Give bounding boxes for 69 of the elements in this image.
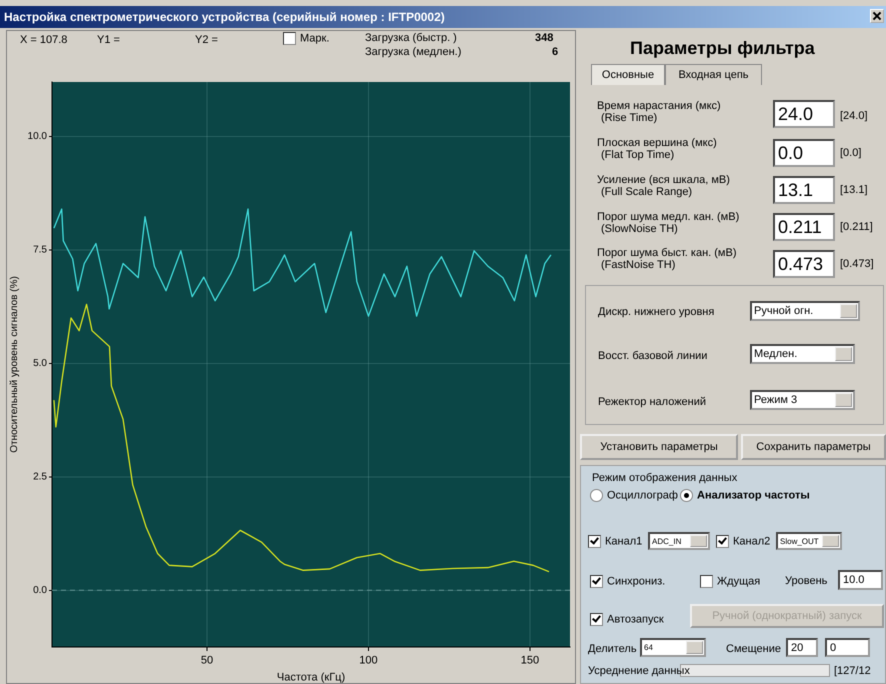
text: X = 107.8	[20, 34, 68, 46]
button: Сохранить параметры	[741, 434, 886, 460]
text: Синхрониз.	[606, 575, 666, 588]
text: (Flat Top Time)	[601, 149, 674, 161]
text: Анализатор частоты	[696, 489, 810, 502]
text-field: 0.211	[773, 213, 835, 241]
text-field: 20	[786, 638, 818, 657]
dropdown: ADC_IN	[648, 532, 710, 550]
text: Загрузка (быстр. )	[365, 32, 457, 44]
text: [13.1]	[840, 184, 868, 196]
y-tick-label: 0.0	[33, 585, 48, 596]
text-field: 0.0	[773, 139, 835, 167]
text: Режектор наложений	[598, 396, 706, 408]
text: Параметры фильтра	[630, 38, 815, 59]
text: Y2 =	[195, 34, 218, 46]
text: (Rise Time)	[601, 112, 658, 124]
text: Усреднение данных	[588, 665, 690, 677]
x-tick-label: 50	[200, 654, 214, 667]
button: Установить параметры	[580, 434, 738, 460]
text: Марк.	[299, 32, 330, 45]
text: Канал1	[604, 535, 642, 548]
text: Дискр. нижнего уровня	[598, 306, 714, 318]
y-tick-label: 2.5	[33, 472, 48, 483]
text: Плоская вершина (мкс)	[597, 137, 717, 149]
text: Ждущая	[716, 575, 760, 588]
text: Время нарастания (мкс)	[597, 100, 721, 112]
text: Режим отображения данных	[592, 472, 738, 484]
chart-title: Настройка спектрометрического устройства (серийный номер : IFTP0002)	[0, 6, 886, 28]
text: [24.0]	[840, 110, 868, 122]
dropdown: Режим 3	[750, 390, 855, 410]
dropdown: Slow_OUT	[776, 532, 842, 550]
dropdown: 64	[640, 638, 706, 657]
text: Усиление (вся шкала, мВ)	[597, 174, 730, 186]
text-field: 13.1	[773, 176, 835, 204]
y-axis-title: Относительный уровень сигналов (%)	[8, 276, 20, 453]
text: Канал2	[732, 535, 770, 548]
tab: Входная цепь	[665, 64, 762, 85]
text: Делитель	[588, 643, 637, 655]
text: (Full Scale Range)	[601, 186, 692, 198]
text: Восст. базовой линии	[598, 350, 708, 362]
text-field: 24.0	[773, 100, 835, 128]
text: Уровень	[785, 575, 828, 587]
y-tick-label: 5.0	[33, 358, 48, 370]
text: Порог шума быст. кан. (мВ)	[597, 247, 736, 259]
text: Смещение	[726, 643, 782, 655]
x-tick-label: 100	[359, 654, 378, 667]
tab: Основные	[591, 64, 665, 85]
dropdown: Медлен.	[750, 344, 855, 364]
text: (SlowNoise TH)	[601, 223, 678, 235]
text: Загрузка (медлен.)	[365, 46, 462, 58]
text: [0.0]	[840, 147, 862, 159]
text: [0.473]	[840, 258, 874, 270]
text: Осциллограф	[606, 489, 678, 502]
text: (FastNoise TH)	[601, 259, 676, 271]
text: 6	[552, 46, 558, 58]
text-field: 0.473	[773, 250, 835, 278]
x-tick-label: 150	[520, 654, 540, 667]
x-axis-title: Частота (кГц)	[276, 671, 346, 684]
text: [127/12	[834, 665, 871, 677]
text-field: 10.0	[838, 570, 883, 590]
y-tick-label: 10.0	[28, 131, 48, 142]
text: [0.211]	[840, 221, 873, 233]
text: Y1 =	[97, 34, 120, 46]
text: 348	[535, 32, 554, 44]
text-field: 0	[825, 638, 870, 657]
dropdown: Ручной огн.	[750, 301, 860, 321]
text: Порог шума медл. кан. (мВ)	[597, 211, 740, 223]
text: Автозапуск	[606, 613, 664, 626]
y-tick-label: 7.5	[33, 244, 48, 256]
